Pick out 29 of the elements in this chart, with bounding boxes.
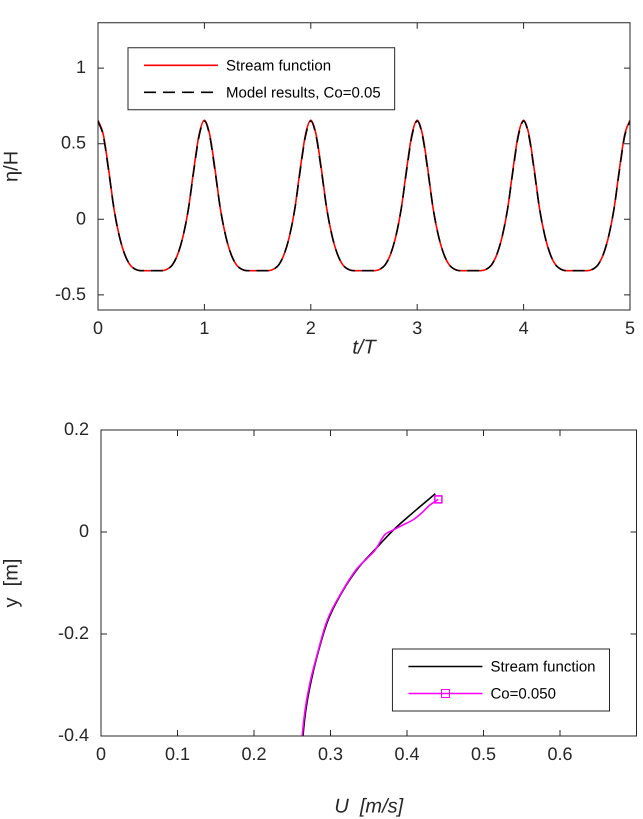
y-tick-label: 0 — [78, 520, 89, 541]
x-axis-title: U [m/s] — [334, 796, 404, 818]
y-axis-title: y [m] — [0, 558, 23, 608]
x-tick-label: 0.1 — [164, 744, 190, 764]
x-tick-label: 0.2 — [241, 744, 267, 764]
x-tick-label: 0.6 — [547, 744, 573, 764]
x-tick-label: 0.4 — [394, 744, 420, 764]
y-tick-label: -0.5 — [54, 284, 86, 304]
legend-label: Model results, Co=0.05 — [226, 84, 381, 102]
y-tick-label: -0.2 — [58, 622, 89, 643]
x-tick-label: 0 — [92, 318, 104, 338]
x-tick-label: 0 — [96, 744, 106, 764]
legend-label: Stream function — [490, 658, 596, 676]
x-axis-title: t/T — [352, 336, 378, 359]
x-tick-label: 5 — [624, 318, 635, 338]
y-tick-label: 1 — [76, 57, 86, 78]
x-tick-label: 4 — [518, 318, 529, 338]
x-tick-label: 2 — [306, 318, 316, 338]
y-tick-label: 0.5 — [60, 132, 86, 153]
y-axis-title: η/H — [0, 150, 23, 182]
y-tick-label: 0 — [76, 208, 86, 228]
legend-label: Stream function — [226, 57, 332, 74]
x-tick-label: 3 — [412, 318, 422, 338]
x-tick-label: 1 — [199, 318, 210, 338]
x-tick-label: 0.5 — [470, 744, 496, 764]
y-tick-label: 0.2 — [64, 418, 89, 439]
legend-label: Co=0.050 — [490, 686, 556, 703]
y-tick-label: -0.4 — [58, 724, 89, 745]
x-tick-label: 0.3 — [318, 744, 344, 764]
